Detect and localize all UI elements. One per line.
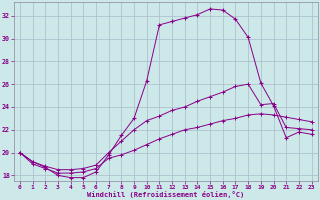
X-axis label: Windchill (Refroidissement éolien,°C): Windchill (Refroidissement éolien,°C): [87, 191, 244, 198]
